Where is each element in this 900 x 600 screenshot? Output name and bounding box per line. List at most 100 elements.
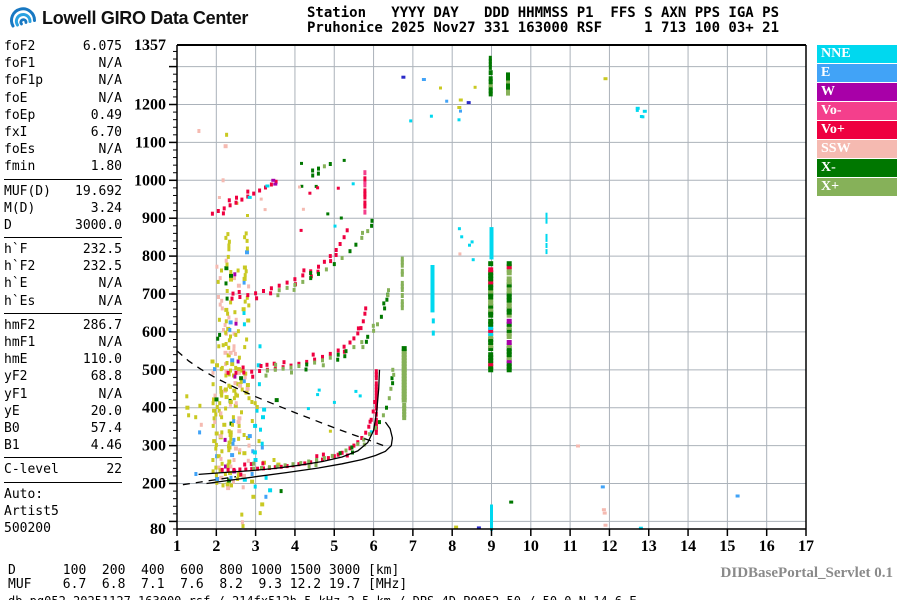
parameter-value: 4.46 — [90, 438, 122, 454]
autoscaling-info-line: Artist5 — [4, 503, 59, 519]
echo-direction-legend: NNE E W Vo- Vo+ SSW X- X+ — [817, 45, 897, 197]
parameter-label: yF1 — [4, 386, 28, 402]
parameter-row-fof1p: foF1p N/A — [4, 72, 122, 89]
scaled-parameters-panel: foF2 6.075 foF1 N/A foF1p N/A foE N/A foEp 0.49 fx… — [4, 38, 122, 537]
parameter-value: N/A — [98, 276, 122, 292]
parameter-label: h`F2 — [4, 259, 36, 275]
station-header-row-values: Pruhonice 2025 Nov27 331 163000 RSF 1 71… — [307, 20, 780, 36]
svg-text:200: 200 — [142, 476, 166, 493]
svg-text:2: 2 — [212, 538, 220, 555]
svg-text:600: 600 — [142, 324, 166, 341]
parameter-value: N/A — [98, 386, 122, 402]
parameter-value: N/A — [98, 56, 122, 72]
parameter-label: fxI — [4, 124, 28, 140]
svg-text:1: 1 — [173, 538, 181, 555]
legend-item-vo: Vo- — [817, 102, 897, 120]
parameter-label: D — [4, 217, 12, 233]
parameter-row-fof1: foF1 N/A — [4, 55, 122, 72]
svg-text:3: 3 — [252, 538, 260, 555]
parameter-row-mufd: MUF(D) 19.692 — [4, 183, 122, 200]
parameter-value: N/A — [98, 90, 122, 106]
legend-item-ssw: SSW — [817, 140, 897, 158]
parameter-label: B1 — [4, 438, 20, 454]
logo-text: Lowell GIRO Data Center — [42, 7, 249, 28]
station-header-row-labels: Station YYYY DAY DDD HHMMSS P1 FFS S AXN… — [307, 5, 780, 21]
parameter-value: 19.692 — [75, 183, 122, 199]
parameter-value: 6.075 — [82, 39, 122, 54]
station-header: Station YYYY DAY DDD HHMMSS P1 FFS S AXN… — [307, 6, 779, 36]
svg-text:11: 11 — [563, 538, 578, 555]
parameter-label: fmin — [4, 159, 36, 175]
legend-item-x: X- — [817, 159, 897, 177]
parameter-row-hf: h`F 232.5 — [4, 241, 122, 258]
parameter-label: foE — [4, 90, 28, 106]
parameter-label: h`F — [4, 242, 28, 258]
parameter-value: N/A — [98, 335, 122, 350]
svg-text:10: 10 — [523, 538, 539, 555]
autoscaling-info-line: 500200 — [4, 520, 51, 536]
parameter-label: yE — [4, 403, 20, 419]
svg-text:500: 500 — [142, 362, 166, 379]
parameter-value: 6.70 — [90, 124, 122, 140]
parameter-value: 286.7 — [82, 317, 122, 333]
servlet-version-label: DIDBasePortal_Servlet 0.1 — [720, 565, 893, 581]
svg-text:7: 7 — [409, 538, 417, 555]
panel-separator — [4, 237, 122, 239]
svg-text:5: 5 — [330, 538, 338, 555]
svg-text:15: 15 — [719, 538, 735, 555]
svg-text:12: 12 — [601, 538, 617, 555]
parameter-row-hme: hmE 110.0 — [4, 351, 122, 368]
legend-item-x: X+ — [817, 178, 897, 196]
parameter-value: 0.49 — [90, 107, 122, 123]
giro-wave-icon — [10, 7, 37, 28]
parameter-value: 3000.0 — [75, 217, 122, 233]
parameter-label: hmF1 — [4, 335, 36, 350]
parameter-row-yf1: yF1 N/A — [4, 386, 122, 403]
parameter-row-foes: foEs N/A — [4, 141, 122, 158]
parameter-label: foF1 — [4, 56, 36, 72]
parameter-value: 20.0 — [90, 403, 122, 419]
legend-item-nne: NNE — [817, 45, 897, 63]
svg-text:1357: 1357 — [134, 37, 166, 54]
parameter-row-fxi: fxI 6.70 — [4, 124, 122, 141]
parameter-value: 232.5 — [82, 242, 122, 258]
parameter-value: 22 — [106, 462, 122, 478]
parameter-row-fof2: foF2 6.075 — [4, 38, 122, 55]
parameter-label: C-level — [4, 462, 59, 478]
parameter-label: foF1p — [4, 73, 44, 89]
svg-text:9: 9 — [488, 538, 496, 555]
parameter-row-ye: yE 20.0 — [4, 403, 122, 420]
parameter-label: foF2 — [4, 39, 36, 54]
legend-item-vo: Vo+ — [817, 121, 897, 139]
svg-text:1100: 1100 — [135, 134, 166, 151]
svg-text:6: 6 — [370, 538, 378, 555]
parameter-label: hmE — [4, 352, 28, 368]
svg-text:8: 8 — [448, 538, 456, 555]
panel-separator — [4, 457, 122, 459]
svg-text:300: 300 — [142, 438, 166, 455]
legend-item-e: E — [817, 64, 897, 82]
parameter-row-d: D 3000.0 — [4, 217, 122, 234]
parameter-value: N/A — [98, 142, 122, 158]
parameter-row-hf2: h`F2 232.5 — [4, 258, 122, 275]
parameter-row-hmf1: hmF1 N/A — [4, 334, 122, 351]
svg-text:16: 16 — [759, 538, 775, 555]
parameter-row-foep: foEp 0.49 — [4, 107, 122, 124]
parameter-label: MUF(D) — [4, 183, 51, 199]
svg-text:700: 700 — [142, 286, 166, 303]
panel-separator — [4, 178, 122, 180]
parameter-label: M(D) — [4, 200, 36, 216]
svg-text:80: 80 — [150, 521, 166, 538]
parameter-row-hmf2: hmF2 286.7 — [4, 317, 122, 334]
legend-item-w: W — [817, 83, 897, 101]
autoscaling-info-line: Auto: — [4, 486, 44, 502]
parameter-row-yf2: yF2 68.8 — [4, 368, 122, 385]
parameter-value: 1.80 — [90, 159, 122, 175]
parameter-row-he: h`E N/A — [4, 275, 122, 292]
svg-text:1000: 1000 — [134, 172, 166, 189]
parameter-label: foEs — [4, 142, 36, 158]
parameter-row-md: M(D) 3.24 — [4, 200, 122, 217]
parameter-label: h`E — [4, 276, 28, 292]
parameter-value: N/A — [98, 73, 122, 89]
